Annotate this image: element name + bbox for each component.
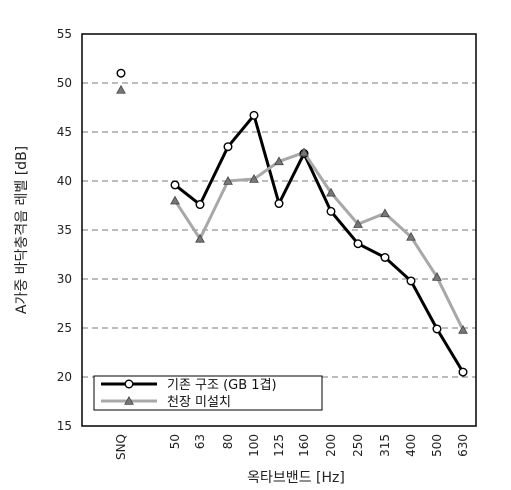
x-tick-label: 500 xyxy=(430,434,444,457)
data-point-circle xyxy=(326,206,336,216)
data-point-triangle xyxy=(406,231,416,241)
y-axis-ticks: 15 20 25 30 35 40 45 50 55 xyxy=(57,27,72,433)
data-point-triangle xyxy=(353,219,363,228)
y-tick-label: 15 xyxy=(57,419,72,433)
data-point-circle xyxy=(406,276,416,286)
data-point-triangle xyxy=(116,84,126,94)
x-tick-label: 160 xyxy=(297,434,311,457)
x-tick-label: 630 xyxy=(456,434,470,457)
x-tick-label: 80 xyxy=(221,434,235,449)
data-point-circle xyxy=(170,180,180,190)
data-point-triangle xyxy=(432,272,442,281)
x-tick-label: 400 xyxy=(404,434,418,457)
legend-label-series-2: 천장 미설치 xyxy=(167,395,231,410)
data-point-circle xyxy=(458,367,468,377)
x-tick-label: 315 xyxy=(378,434,392,457)
x-tick-label: SNQ xyxy=(114,434,128,460)
y-tick-label: 30 xyxy=(57,272,72,286)
data-point-triangle xyxy=(299,147,309,157)
y-tick-label: 45 xyxy=(57,125,72,139)
series-group xyxy=(116,68,468,377)
data-point-circle xyxy=(116,68,126,78)
y-tick-label: 35 xyxy=(57,223,72,237)
x-tick-label: 125 xyxy=(272,434,286,457)
data-point-triangle xyxy=(223,175,233,185)
x-tick-label: 63 xyxy=(193,434,207,449)
grid-lines xyxy=(82,82,476,378)
data-point-triangle xyxy=(170,195,180,205)
y-tick-label: 50 xyxy=(57,76,72,90)
y-axis-title: A가중 바닥충격음 레벨 [dB] xyxy=(14,146,30,314)
plot-frame xyxy=(81,33,477,427)
data-point-circle xyxy=(195,200,205,210)
data-point-triangle xyxy=(380,208,390,218)
data-point-circle xyxy=(432,324,442,334)
y-tick-label: 25 xyxy=(57,321,72,335)
x-axis-title: 옥타브밴드 [Hz] xyxy=(247,470,345,486)
legend: 기존 구조 (GB 1겹) 천장 미설치 xyxy=(93,375,323,411)
data-point-circle xyxy=(353,239,363,249)
data-point-triangle xyxy=(249,174,259,183)
data-point-triangle xyxy=(458,324,468,334)
x-tick-label: 100 xyxy=(247,434,261,457)
legend-marker-circle xyxy=(124,379,134,389)
x-tick-label: 50 xyxy=(168,434,182,449)
x-tick-label: 250 xyxy=(351,434,365,457)
data-point-circle xyxy=(274,199,284,209)
y-tick-label: 55 xyxy=(57,27,72,41)
data-point-circle xyxy=(249,110,259,120)
data-point-triangle xyxy=(326,187,336,197)
series-line xyxy=(173,151,465,331)
y-tick-label: 40 xyxy=(57,174,72,188)
legend-label-series-1: 기존 구조 (GB 1겹) xyxy=(167,378,277,393)
data-point-triangle xyxy=(274,156,284,166)
data-point-triangle xyxy=(195,233,205,243)
data-point-circle xyxy=(223,142,233,152)
data-point-circle xyxy=(380,252,390,262)
x-tick-label: 200 xyxy=(324,434,338,457)
series-line xyxy=(174,113,465,373)
y-tick-label: 20 xyxy=(57,370,72,384)
x-axis-ticks: SNQ 50 63 80 100 125 160 200 250 315 400 500 630 xyxy=(114,434,470,460)
legend-marker-triangle xyxy=(124,395,134,405)
